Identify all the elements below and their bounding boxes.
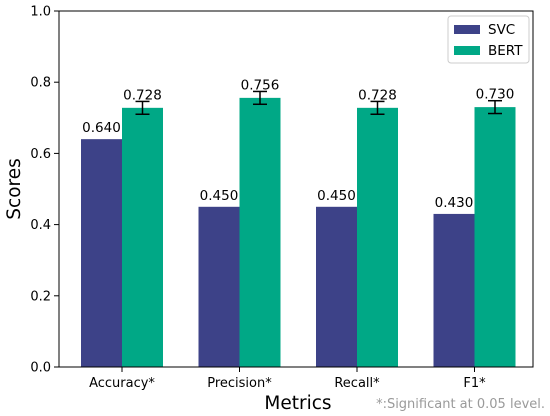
bar-svc <box>316 206 357 367</box>
y-axis-title: Scores <box>4 158 25 219</box>
data-label-svc: 0.450 <box>200 188 239 204</box>
data-label-svc: 0.640 <box>82 120 121 136</box>
x-tick-label: Accuracy* <box>89 376 155 391</box>
y-tick-label: 0.4 <box>30 218 51 233</box>
legend: SVC BERT <box>447 15 530 64</box>
data-label-svc: 0.450 <box>317 188 356 204</box>
y-tick-label: 0.0 <box>30 361 51 376</box>
x-tick-label: Recall* <box>334 376 380 391</box>
error-bars <box>135 90 502 115</box>
x-axis-title: Metrics <box>264 393 331 414</box>
legend-label-svc: SVC <box>488 22 515 38</box>
plot-frame <box>58 10 534 368</box>
bar-svc <box>81 139 122 367</box>
y-tick-label: 1.0 <box>30 5 51 20</box>
bar-bert <box>239 97 281 367</box>
x-axis: Accuracy* Precision* Recall* F1* <box>89 367 486 391</box>
y-tick-label: 0.2 <box>30 289 51 304</box>
data-label-bert: 0.728 <box>358 87 397 103</box>
bar-bert <box>357 107 398 367</box>
x-tick-label: Precision* <box>207 376 272 391</box>
bar-bert <box>122 107 163 367</box>
bar-svc <box>198 206 240 367</box>
data-label-bert: 0.728 <box>123 87 162 103</box>
bars <box>81 97 516 368</box>
data-labels: 0.640 0.728 0.450 0.756 0.450 0.728 0.430 0.730 <box>82 77 514 210</box>
data-label-bert: 0.730 <box>476 87 515 103</box>
legend-swatch-svc <box>454 25 480 34</box>
data-label-bert: 0.756 <box>241 77 280 93</box>
footnote: *:Significant at 0.05 level. <box>376 397 545 412</box>
bar-svc <box>433 213 475 367</box>
y-tick-label: 0.6 <box>30 147 51 162</box>
legend-swatch-bert <box>454 46 480 55</box>
bar-bert <box>474 107 516 368</box>
y-axis: 0.0 0.2 0.4 0.6 0.8 1.0 <box>30 5 59 376</box>
y-tick-label: 0.8 <box>30 76 51 91</box>
x-tick-label: F1* <box>463 376 486 391</box>
legend-label-bert: BERT <box>488 43 523 59</box>
data-label-svc: 0.430 <box>435 195 474 211</box>
